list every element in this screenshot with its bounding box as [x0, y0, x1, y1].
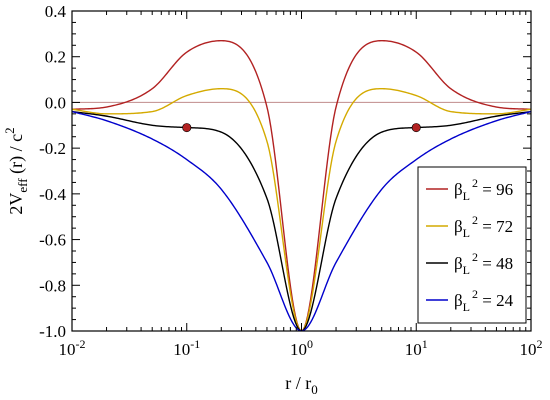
- series-line-beta-96: [72, 40, 531, 331]
- series-line-beta-72: [72, 88, 531, 331]
- y-axis-label-text-middle: (r) / c: [6, 134, 27, 178]
- y-axis-label-superscript: 2: [2, 127, 17, 134]
- y-tick-label: -1.0: [39, 322, 66, 341]
- x-tick-label: 101: [405, 337, 428, 359]
- legend-label-beta-24: βL2 = 24: [454, 287, 514, 314]
- y-tick-label: -0.2: [39, 139, 66, 158]
- legend-label-beta: β: [454, 180, 463, 199]
- x-tick-base: 10: [59, 340, 76, 359]
- series-line-beta-48: [72, 110, 531, 331]
- y-tick-label: 0.4: [45, 2, 67, 21]
- y-axis-label: 2Veff (r) / c2: [2, 127, 30, 214]
- x-tick-label: 100: [290, 337, 313, 359]
- x-tick-label: 10-1: [173, 337, 200, 359]
- y-tick-label: 0.2: [45, 48, 66, 67]
- marker-point-2: [411, 123, 421, 133]
- legend-label-beta-96: βL2 = 96: [454, 176, 513, 203]
- legend-label-subscript: L: [463, 300, 470, 314]
- legend-label-beta: β: [454, 291, 463, 310]
- y-axis-label-text: 2V: [6, 193, 26, 215]
- x-tick-exponent: -1: [190, 337, 200, 351]
- legend-label-superscript: 2: [472, 176, 478, 190]
- x-tick-label: 10-2: [59, 337, 86, 359]
- x-axis-label: r / r0: [285, 373, 318, 397]
- x-tick-exponent: -2: [76, 337, 86, 351]
- x-tick-base: 10: [173, 340, 190, 359]
- x-tick-exponent: 0: [307, 337, 313, 351]
- y-tick-label: -0.4: [39, 185, 66, 204]
- x-tick-exponent: 2: [537, 337, 543, 351]
- legend-label-superscript: 2: [472, 250, 478, 264]
- legend-label-value: = 96: [478, 180, 513, 199]
- x-tick-label: 102: [520, 337, 543, 359]
- x-tick-base: 10: [290, 340, 307, 359]
- x-axis-label-subscript: 0: [311, 382, 318, 397]
- y-tick-label: -0.8: [39, 276, 66, 295]
- y-tick-label: 0.0: [45, 93, 66, 112]
- legend-label-superscript: 2: [472, 287, 478, 301]
- y-tick-label: -0.6: [39, 231, 66, 250]
- legend-label-subscript: L: [463, 263, 470, 277]
- legend-label-superscript: 2: [472, 213, 478, 227]
- legend-label-beta-48: βL2 = 48: [454, 250, 513, 277]
- x-tick-base: 10: [405, 340, 422, 359]
- legend-box: [417, 166, 527, 324]
- legend-label-value: = 24: [478, 291, 514, 310]
- legend-label-subscript: L: [463, 226, 470, 240]
- curves-layer: [72, 40, 531, 331]
- x-tick-exponent: 1: [422, 337, 428, 351]
- legend-label-beta: β: [454, 217, 463, 236]
- y-axis-label-subscript: eff: [15, 178, 30, 193]
- legend-label-beta: β: [454, 254, 463, 273]
- legend-label-value: = 72: [478, 217, 513, 236]
- legend-label-beta-72: βL2 = 72: [454, 213, 513, 240]
- marker-point-1: [182, 123, 192, 133]
- axes-layer: [71, 10, 532, 332]
- labels-layer: 0.40.20.0-0.2-0.4-0.6-0.8-1.010-2 10-1 100…: [2, 2, 543, 397]
- x-axis-label-text: r / r: [285, 373, 311, 393]
- x-tick-base: 10: [520, 340, 537, 359]
- legend-label-value: = 48: [478, 254, 513, 273]
- series-line-beta-24: [72, 110, 531, 331]
- legend-label-subscript: L: [463, 189, 470, 203]
